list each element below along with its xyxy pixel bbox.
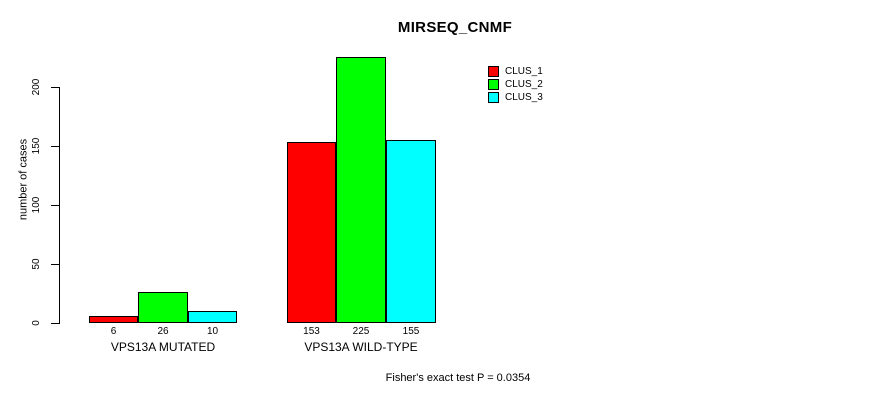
legend-swatch-icon bbox=[488, 92, 499, 103]
y-axis-tick-label: 0 bbox=[31, 320, 42, 326]
y-axis-label: number of cases bbox=[17, 138, 30, 221]
y-axis-tick bbox=[51, 264, 59, 265]
bar-value-label: 155 bbox=[402, 326, 420, 337]
y-axis-line bbox=[59, 87, 60, 324]
bar-value-label: 225 bbox=[352, 326, 370, 337]
x-category-label: VPS13A WILD-TYPE bbox=[304, 340, 418, 354]
bar-clus_1 bbox=[287, 142, 336, 323]
legend-swatch-icon bbox=[488, 79, 499, 90]
bar-value-label: 6 bbox=[110, 326, 117, 337]
y-axis-tick bbox=[51, 205, 59, 206]
bar-clus_3 bbox=[386, 140, 436, 323]
bar-clus_2 bbox=[336, 57, 386, 323]
y-axis-tick bbox=[51, 323, 59, 324]
fisher-test-note: Fisher's exact test P = 0.0354 bbox=[385, 372, 531, 384]
bar-clus_3 bbox=[188, 311, 237, 323]
bar-value-label: 10 bbox=[206, 326, 219, 337]
y-axis-tick-label: 50 bbox=[31, 258, 42, 270]
bar-value-label: 153 bbox=[303, 326, 320, 337]
bar-clus_2 bbox=[138, 292, 188, 323]
bar-clus_1 bbox=[89, 316, 138, 323]
legend-swatch-icon bbox=[488, 66, 499, 77]
legend: CLUS_1 CLUS_2 CLUS_3 bbox=[488, 65, 543, 104]
legend-item: CLUS_1 bbox=[488, 65, 543, 78]
y-axis-tick-label: 100 bbox=[31, 196, 42, 214]
chart-title: MIRSEQ_CNMF bbox=[397, 19, 513, 36]
y-axis-tick bbox=[51, 87, 59, 88]
legend-item: CLUS_3 bbox=[488, 91, 543, 104]
x-category-label: VPS13A MUTATED bbox=[110, 340, 216, 354]
y-axis-tick-label: 200 bbox=[31, 78, 42, 96]
y-axis-tick bbox=[51, 146, 59, 147]
legend-label: CLUS_3 bbox=[505, 92, 543, 103]
legend-item: CLUS_2 bbox=[488, 78, 543, 91]
legend-label: CLUS_1 bbox=[505, 66, 543, 77]
y-axis-tick-label: 150 bbox=[31, 137, 42, 155]
bar-value-label: 26 bbox=[157, 326, 169, 337]
legend-label: CLUS_2 bbox=[505, 79, 543, 90]
